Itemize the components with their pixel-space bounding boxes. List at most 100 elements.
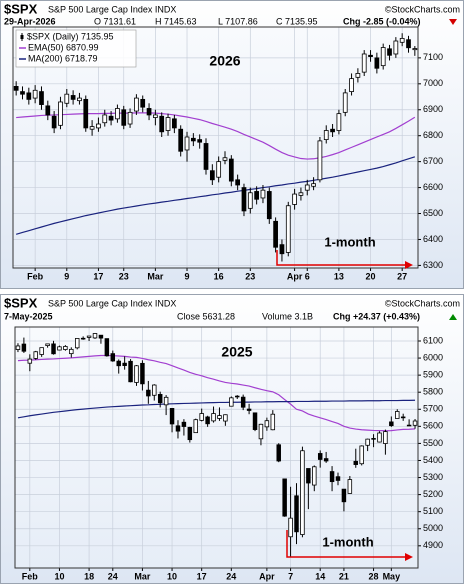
candle-body: [353, 460, 359, 465]
candle-body: [51, 115, 57, 129]
y-tick-label: 5600: [423, 421, 443, 431]
ticker: $SPX: [4, 1, 38, 16]
annotation-arrow: [286, 530, 406, 558]
candle-body: [246, 408, 252, 411]
info-item: 7-May-2025: [4, 311, 53, 321]
candle-body: [140, 362, 145, 385]
x-tick-label: 28: [369, 571, 379, 581]
candle-body: [355, 73, 361, 78]
candle-body: [57, 346, 62, 351]
candle-body: [205, 416, 210, 425]
candle-body: [266, 191, 272, 220]
candle-body: [193, 419, 198, 434]
y-tick-label: 5700: [423, 404, 443, 414]
candle-body: [317, 140, 323, 181]
x-tick-label: 17: [93, 271, 103, 281]
annotation: 1-month: [324, 234, 375, 249]
plot-border: [12, 26, 419, 269]
x-tick-label: Apr: [259, 571, 275, 581]
legend-label: MA(200) 6718.79: [28, 53, 98, 63]
candle-body: [380, 47, 386, 67]
plot-area: [15, 327, 418, 568]
candle-body: [235, 395, 240, 398]
candle-body: [102, 114, 108, 124]
y-tick-label: 5300: [423, 472, 443, 482]
candle-body: [229, 397, 234, 407]
candle-body: [39, 347, 44, 355]
y-tick-label: 5200: [423, 489, 443, 499]
source: ©StockCharts.com: [385, 4, 460, 14]
y-tick-label: 5000: [423, 523, 443, 533]
legend-box: [15, 29, 137, 68]
overlay-line: [15, 156, 416, 235]
candle-body: [153, 114, 158, 118]
candle-body: [211, 413, 216, 422]
candle-body: [110, 353, 116, 362]
candle-body: [377, 432, 382, 443]
candle-body: [406, 424, 412, 427]
y-tick-label: 6800: [423, 130, 443, 140]
x-tick-label: 16: [214, 271, 224, 281]
candle-body: [359, 445, 364, 465]
candle-body: [241, 187, 247, 212]
candle-body: [33, 351, 38, 359]
candle-body: [412, 48, 418, 51]
candle-body: [400, 416, 406, 419]
x-tick-label: 23: [245, 271, 255, 281]
overlay-line: [17, 354, 416, 432]
annotation-arrow: [276, 250, 406, 266]
plot-border: [14, 326, 419, 569]
candle-body: [70, 95, 76, 100]
source: ©StockCharts.com: [385, 298, 460, 308]
info-item: 29-Apr-2026: [4, 16, 56, 26]
candle-body: [163, 396, 169, 406]
y-tick-label: 6500: [423, 208, 443, 218]
x-tick-label: 6: [305, 271, 310, 281]
y-tick-label: 7100: [423, 52, 443, 62]
candle-body: [323, 130, 329, 140]
info-item: Volume 3.1B: [262, 311, 313, 321]
candle-body: [86, 335, 92, 338]
candle-body: [92, 333, 98, 339]
candle-body: [128, 360, 133, 383]
candle-body: [20, 91, 25, 95]
candle-body: [134, 365, 139, 383]
overlay-line: [17, 399, 416, 419]
y-tick-label: 5800: [423, 387, 443, 397]
candle-body: [260, 189, 266, 199]
x-tick-label: Feb: [22, 571, 39, 581]
y-tick-label: 5500: [423, 438, 443, 448]
x-tick-label: 17: [197, 571, 207, 581]
candle-body: [63, 346, 68, 350]
candle-body: [203, 143, 209, 170]
candle-body: [134, 97, 139, 112]
candle-body: [80, 337, 86, 340]
candle-body: [83, 98, 89, 129]
candle-body: [406, 39, 411, 49]
candle-body: [172, 118, 177, 129]
x-tick-label: 7: [288, 571, 293, 581]
candle-body: [58, 101, 63, 126]
x-tick-label: 27: [397, 271, 407, 281]
x-tick-label: Feb: [27, 271, 44, 281]
candle-body: [175, 425, 181, 432]
candle-body: [306, 468, 311, 484]
candle-body: [98, 334, 104, 339]
candle-body: [258, 423, 264, 440]
candle-body: [108, 115, 114, 121]
candle-body: [294, 495, 299, 533]
x-tick-label: 20: [366, 271, 376, 281]
candle-body: [349, 78, 354, 92]
candle-body: [26, 92, 32, 100]
candle-body: [96, 123, 101, 129]
candle-body: [45, 343, 50, 347]
y-tick-label: 6600: [423, 182, 443, 192]
info-item: Close 5631.28: [177, 311, 235, 321]
candle-body: [247, 192, 253, 209]
candle-body: [412, 420, 418, 426]
candle-body: [387, 48, 392, 56]
x-tick-label: 9: [185, 271, 190, 281]
candle-body: [329, 471, 335, 483]
x-tick-label: 10: [167, 571, 177, 581]
